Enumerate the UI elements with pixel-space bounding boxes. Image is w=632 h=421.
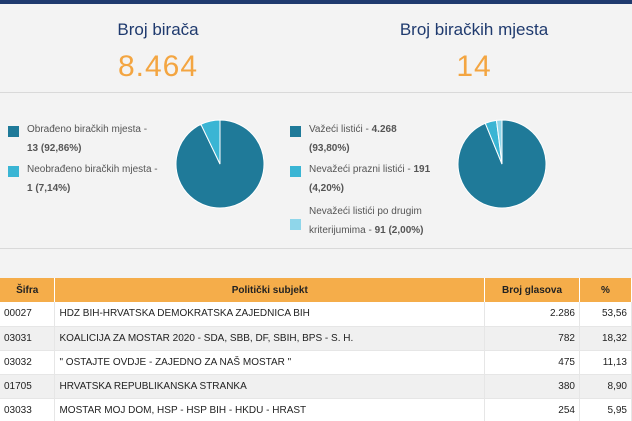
legend-swatch — [290, 166, 301, 177]
cell-code: 01705 — [0, 374, 56, 399]
stations-pie-chart — [175, 119, 265, 209]
legend-swatch — [8, 166, 19, 177]
results-table: Šifra Politički subjekt Broj glasova % 0… — [0, 278, 632, 421]
cell-pct: 8,90 — [579, 374, 632, 399]
ballots-panel: Važeći listići - 4.268 (93,80%) Nevažeći… — [286, 96, 632, 246]
legend-other-invalid: Nevažeći listići po drugim kriterijumima… — [290, 202, 423, 240]
legend-swatch — [290, 126, 301, 137]
cell-votes: 380 — [484, 374, 580, 399]
table-row: 03031 KOALICIJA ZA MOSTAR 2020 - SDA, SB… — [0, 326, 632, 351]
pie-slice-3[interactable] — [495, 119, 503, 165]
header-votes[interactable]: Broj glasova — [484, 278, 580, 302]
top-bar — [0, 0, 632, 4]
legend-blank-line2: (4,20%) — [309, 183, 345, 194]
legend-valid: Važeći listići - 4.268 (93,80%) — [290, 120, 397, 158]
stations-panel: Obrađeno biračkih mjesta - 13 (92,86%) N… — [0, 96, 316, 246]
cell-votes: 782 — [484, 326, 580, 351]
cell-name: MOSTAR MOJ DOM, HSP - HSP BIH - HKDU - H… — [54, 398, 486, 421]
legend-unprocessed-line2: 1 (7,14%) — [27, 183, 71, 194]
cell-name: KOALICIJA ZA MOSTAR 2020 - SDA, SBB, DF,… — [54, 326, 486, 351]
divider-bottom — [0, 248, 632, 249]
cell-votes: 254 — [484, 398, 580, 421]
cell-name: " OSTAJTE OVDJE - ZAJEDNO ZA NAŠ MOSTAR … — [54, 350, 486, 375]
cell-votes: 475 — [484, 350, 580, 375]
legend-processed-line2: 13 (92,86%) — [27, 143, 82, 154]
stations-label: Broj biračkih mjesta — [399, 20, 549, 39]
cell-pct: 11,13 — [579, 350, 632, 375]
cell-pct: 53,56 — [579, 302, 632, 327]
header-name[interactable]: Politički subjekt — [54, 278, 486, 302]
cell-name: HRVATSKA REPUBLIKANSKA STRANKA — [54, 374, 486, 399]
voters-value: 8.464 — [117, 50, 199, 83]
legend-other-line2: 91 (2,00%) — [374, 225, 424, 236]
cell-code: 03033 — [0, 398, 56, 421]
table-row: 00027 HDZ BIH-HRVATSKA DEMOKRATSKA ZAJED… — [0, 302, 632, 327]
cell-code: 03031 — [0, 326, 56, 351]
legend-other-line1: Nevažeći listići po drugim — [309, 206, 422, 217]
table-header-row: Šifra Politički subjekt Broj glasova % — [0, 278, 632, 302]
legend-processed-line1: Obrađeno biračkih mjesta - — [27, 124, 148, 135]
legend-processed: Obrađeno biračkih mjesta - 13 (92,86%) — [8, 120, 147, 158]
table-row: 03033 MOSTAR MOJ DOM, HSP - HSP BIH - HK… — [0, 398, 632, 421]
legend-blank-line1a: Nevažeći prazni listići - — [309, 164, 414, 175]
cell-pct: 5,95 — [579, 398, 632, 421]
cell-pct: 18,32 — [579, 326, 632, 351]
cell-votes: 2.286 — [484, 302, 580, 327]
legend-unprocessed-line1: Neobrađeno biračkih mjesta - — [27, 164, 158, 175]
header-code[interactable]: Šifra — [0, 278, 56, 302]
header-pct[interactable]: % — [579, 278, 632, 302]
stats-header: Broj birača 8.464 Broj biračkih mjesta 1… — [0, 4, 632, 90]
pie-slice-2[interactable] — [200, 119, 221, 165]
table-row: 03032 " OSTAJTE OVDJE - ZAJEDNO ZA NAŠ M… — [0, 350, 632, 375]
legend-unprocessed: Neobrađeno biračkih mjesta - 1 (7,14%) — [8, 160, 158, 198]
legend-swatch — [8, 126, 19, 137]
legend-valid-line1a: Važeći listići - — [309, 124, 372, 135]
legend-valid-line1b: 4.268 — [371, 124, 397, 135]
table-row: 01705 HRVATSKA REPUBLIKANSKA STRANKA 380… — [0, 374, 632, 399]
legend-blank-line1b: 191 — [413, 164, 431, 175]
cell-code: 03032 — [0, 350, 56, 375]
ballots-pie-chart — [457, 119, 547, 209]
legend-swatch — [290, 219, 301, 230]
cell-code: 00027 — [0, 302, 56, 327]
stations-value: 14 — [456, 50, 492, 83]
legend-other-line2a: kriterijumima - — [309, 225, 375, 236]
legend-valid-line2: (93,80%) — [309, 143, 350, 154]
voters-label: Broj birača — [117, 20, 199, 39]
divider-top — [0, 92, 632, 93]
cell-name: HDZ BIH-HRVATSKA DEMOKRATSKA ZAJEDNICA B… — [54, 302, 486, 327]
legend-blank: Nevažeći prazni listići - 191 (4,20%) — [290, 160, 430, 198]
